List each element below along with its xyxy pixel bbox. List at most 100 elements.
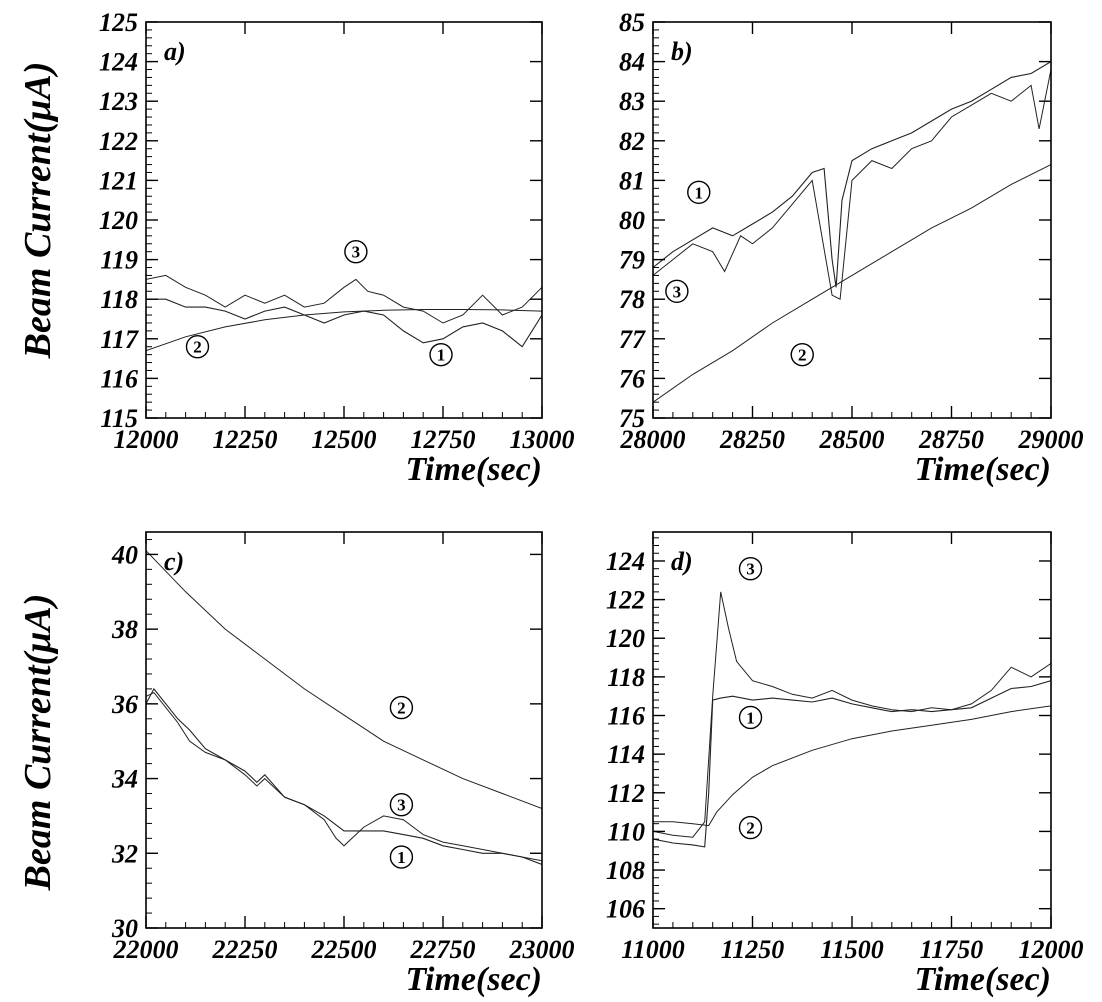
series-1-line — [146, 687, 542, 866]
x-tick-label: 11500 — [820, 935, 884, 964]
y-tick-label: 108 — [606, 856, 645, 885]
curve-tag-circle — [738, 557, 763, 581]
y-tick-label: 30 — [111, 914, 138, 943]
y-tick-label: 78 — [619, 285, 645, 314]
y-tick-label: 125 — [99, 8, 138, 37]
x-tick-label: 12000 — [1019, 935, 1084, 964]
curve-tag-circle — [665, 279, 689, 303]
ylabel-bottom: Beam Current(μA) — [17, 594, 59, 892]
y-tick-label: 115 — [100, 404, 138, 433]
plot-frame — [145, 531, 543, 929]
curve-tag-circle — [738, 705, 763, 730]
x-tick-label: 28750 — [918, 425, 984, 454]
series-2-line — [653, 705, 1051, 827]
x-tick-label: 12500 — [312, 425, 377, 454]
panel-d: 11000 11250 11500 11750 12000 106 108 110 112 114… — [606, 531, 1084, 998]
x-tick-label: 22500 — [311, 935, 377, 964]
curve-tag-circle — [344, 239, 368, 264]
y-tick-label: 114 — [607, 740, 645, 769]
y-tick-label: 75 — [619, 404, 645, 433]
y-tick-label: 120 — [606, 624, 645, 653]
x-tick-label: 28250 — [719, 425, 785, 454]
y-tick-label: 76 — [619, 364, 645, 393]
y-tick-label: 38 — [111, 615, 138, 644]
curve-tag-label: 1 — [397, 848, 406, 867]
plot-frame — [652, 21, 1052, 419]
x-axis-title: Time(sec) — [914, 961, 1051, 998]
curve-tag-label: 3 — [673, 282, 682, 301]
y-tick-label: 79 — [619, 246, 645, 275]
curve-tag-circle — [687, 180, 711, 204]
y-tick-label: 36 — [111, 690, 138, 719]
series-1-line — [653, 61, 1051, 288]
series-1-line — [653, 680, 1051, 848]
x-tick-label: 28000 — [620, 425, 686, 454]
y-tick-label: 112 — [607, 779, 645, 808]
curve-tag-label: 1 — [746, 708, 755, 727]
y-tick-label: 110 — [607, 817, 645, 846]
x-axis-title: Time(sec) — [405, 451, 542, 488]
x-tick-label: 12000 — [114, 425, 179, 454]
x-tick-label: 11750 — [920, 935, 984, 964]
y-tick-label: 77 — [619, 325, 646, 354]
panel-label: c) — [164, 547, 184, 576]
y-tick-label: 81 — [619, 166, 645, 195]
y-tick-label: 82 — [619, 127, 645, 156]
x-tick-label: 23000 — [509, 935, 575, 964]
y-tick-label: 40 — [111, 540, 138, 569]
x-tick-label: 22750 — [410, 935, 476, 964]
panel-c: 22000 22250 22500 22750 23000 30 32 34 36 38 40 Tim… — [111, 531, 575, 998]
x-tick-label: 12750 — [411, 425, 476, 454]
ylabel-top: Beam Current(μA) — [17, 62, 59, 360]
curve-tag-label: 1 — [437, 346, 446, 365]
y-tick-label: 120 — [99, 206, 138, 235]
curve-tag-circle — [389, 845, 414, 869]
curve-tag-circle — [429, 342, 453, 367]
panel-a: 12000 12250 12500 12750 13000 115 116 117 118 119… — [99, 8, 575, 488]
curve-tag-circle — [738, 815, 763, 840]
curve-tag-label: 3 — [352, 243, 361, 262]
x-tick-label: 11000 — [621, 935, 685, 964]
y-tick-label: 106 — [606, 895, 645, 924]
x-tick-label: 22000 — [113, 935, 179, 964]
y-tick-label: 84 — [619, 48, 645, 77]
curve-tag-circle — [185, 335, 210, 359]
series-2-line — [146, 550, 542, 809]
series-3-line — [653, 69, 1051, 300]
y-tick-label: 119 — [100, 246, 138, 275]
x-tick-label: 29000 — [1018, 425, 1084, 454]
panel-b: 28000 28250 28500 28750 29000 75 76 77 78 79 80 81 8… — [619, 8, 1084, 488]
plot-frame — [652, 531, 1052, 929]
y-tick-label: 123 — [99, 87, 138, 116]
y-tick-label: 124 — [606, 547, 645, 576]
y-tick-label: 116 — [607, 702, 645, 731]
curve-tag-label: 3 — [746, 560, 755, 579]
curve-tag-label: 2 — [193, 338, 202, 357]
series-2-line — [653, 164, 1051, 403]
y-tick-label: 116 — [100, 364, 138, 393]
curve-tag-circle — [790, 342, 814, 367]
panel-label: a) — [164, 37, 186, 66]
y-tick-label: 117 — [100, 325, 139, 354]
x-axis-title: Time(sec) — [405, 961, 542, 998]
plot-frame — [145, 21, 543, 419]
series-3-line — [146, 274, 542, 324]
panel-label: b) — [671, 37, 693, 66]
curve-tag-circle — [389, 793, 414, 817]
y-tick-label: 122 — [606, 586, 645, 615]
x-tick-label: 12250 — [213, 425, 278, 454]
y-tick-label: 124 — [99, 48, 138, 77]
y-tick-label: 118 — [607, 663, 645, 692]
x-tick-label: 22250 — [212, 935, 278, 964]
curve-tag-label: 2 — [397, 699, 406, 718]
y-tick-label: 32 — [111, 839, 138, 868]
x-tick-label: 28500 — [819, 425, 885, 454]
y-tick-label: 34 — [111, 765, 138, 794]
curve-tag-circle — [389, 695, 414, 720]
curve-tag-label: 2 — [746, 819, 755, 838]
y-tick-label: 85 — [619, 8, 645, 37]
curve-tag-label: 1 — [695, 183, 704, 202]
y-tick-label: 122 — [99, 127, 138, 156]
series-3-line — [653, 591, 1051, 838]
